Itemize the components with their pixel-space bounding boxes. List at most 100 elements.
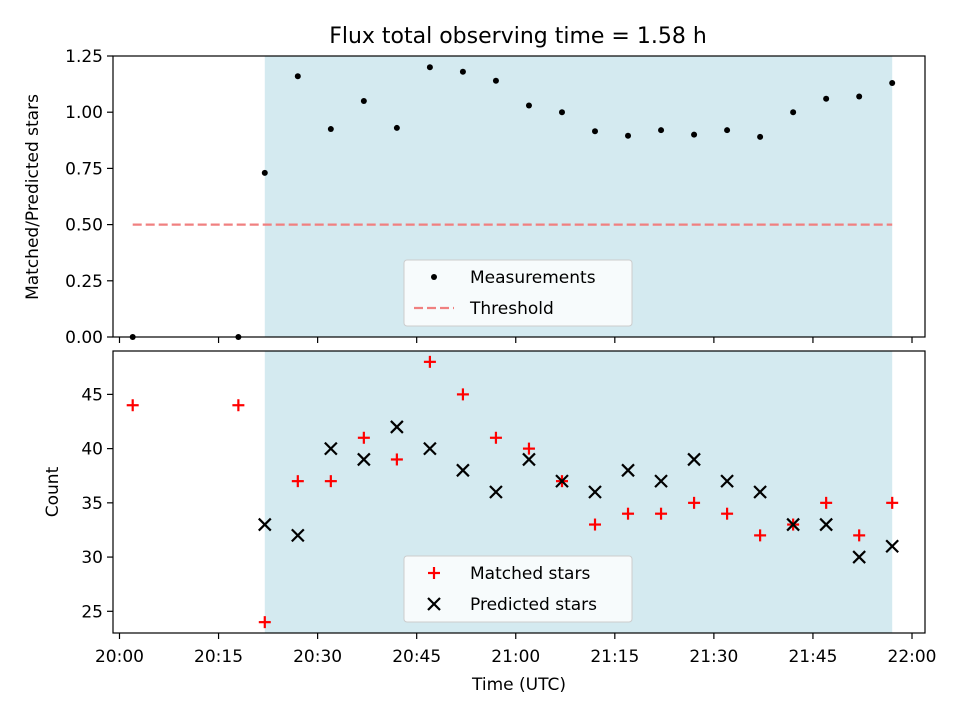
measurement-point <box>625 132 632 139</box>
predicted-stars-point <box>885 539 899 554</box>
y-tick-label: 40 <box>81 440 103 460</box>
bottom-y-axis-label: Count <box>43 466 63 517</box>
matched-stars-point <box>456 388 469 401</box>
x-stroke-b <box>885 539 899 554</box>
measurement-point <box>360 97 367 104</box>
y-tick-label: 1.25 <box>65 47 103 67</box>
measurement-point <box>459 68 466 75</box>
matched-stars-point <box>489 431 502 444</box>
bottom-legend-box <box>403 555 633 623</box>
x-stroke-b <box>456 463 470 478</box>
x-stroke-b <box>324 441 338 456</box>
matched-stars-point <box>754 529 767 542</box>
top-panel: 0.00 0.25 0.50 0.75 1.00 1.25 Matched/Predict… <box>23 47 926 348</box>
matched-stars-point <box>324 475 337 488</box>
legend-predicted-label: Predicted stars <box>470 595 597 615</box>
top-plot-frame <box>112 55 926 338</box>
x-stroke-b <box>258 517 272 532</box>
matched-stars-point <box>655 507 668 520</box>
measurement-point <box>757 133 764 140</box>
x-axis-label: Time (UTC) <box>471 675 566 695</box>
matched-stars-point <box>390 453 403 466</box>
x-tick-label: 20:15 <box>194 647 243 667</box>
x-tick-label: 21:15 <box>590 647 639 667</box>
predicted-stars-point <box>324 441 338 456</box>
matched-stars-point <box>886 496 899 509</box>
x-stroke-b <box>654 474 668 488</box>
matched-stars-point <box>622 507 635 520</box>
top-legend-box <box>403 259 633 327</box>
x-stroke-b <box>291 528 305 543</box>
x-stroke-b <box>555 474 569 488</box>
y-tick-label: 1.00 <box>65 103 103 123</box>
measurement-point <box>724 127 731 134</box>
legend-measurements-label: Measurements <box>470 268 596 288</box>
chart-title: Flux total observing time = 1.58 h <box>329 24 707 49</box>
x-stroke-b <box>687 452 701 467</box>
y-tick-label: 35 <box>81 494 103 514</box>
measurement-point <box>691 131 698 138</box>
predicted-stars-point <box>621 463 635 478</box>
predicted-stars-point <box>291 528 305 543</box>
y-tick-label: 0.00 <box>65 328 103 348</box>
x-stroke-b <box>390 420 404 434</box>
predicted-stars-point <box>390 420 404 434</box>
measurement-point <box>393 124 400 131</box>
x-tick-label: 22:00 <box>888 647 937 667</box>
legend-matched-marker <box>428 567 440 579</box>
x-stroke-b <box>588 485 602 499</box>
measurement-point <box>426 64 433 71</box>
measurement-point <box>294 73 301 80</box>
x-tick-label: 21:00 <box>491 647 540 667</box>
measurement-point <box>592 128 599 135</box>
predicted-stars-point <box>852 550 866 564</box>
y-tick-label: 45 <box>81 385 103 405</box>
predicted-stars-point <box>819 517 833 532</box>
y-tick-label: 25 <box>81 602 103 622</box>
bottom-panel: 25 30 35 40 45 20:00 20:15 20:30 20:45 21:00 21:1… <box>43 350 937 695</box>
x-tick-label: 20:45 <box>392 647 441 667</box>
measurement-point <box>790 109 797 116</box>
x-stroke-b <box>489 485 503 499</box>
x-stroke-b <box>753 485 767 499</box>
x-stroke-b <box>786 517 800 532</box>
x-tick-label: 20:30 <box>293 647 342 667</box>
bottom-plot-frame <box>112 350 926 634</box>
legend-threshold-label: Threshold <box>469 299 554 319</box>
bottom-legend: Matched stars Predicted stars <box>403 555 633 623</box>
x-stroke-b <box>819 517 833 532</box>
predicted-stars-point <box>456 463 470 478</box>
predicted-stars-point <box>786 517 800 532</box>
x-stroke-b <box>621 463 635 478</box>
legend-predicted-marker <box>427 597 441 611</box>
measurement-point <box>658 127 665 134</box>
x-stroke-b <box>357 452 371 467</box>
matched-stars-point <box>232 399 245 412</box>
x-stroke-b <box>522 452 536 467</box>
predicted-stars-point <box>522 452 536 467</box>
matched-stars-point <box>291 475 304 488</box>
measurement-point <box>856 93 863 100</box>
matched-stars-point <box>258 616 271 629</box>
y-tick-label: 30 <box>81 548 103 568</box>
top-legend: Measurements Threshold <box>403 259 633 327</box>
legend-measurements-marker <box>431 274 437 280</box>
predicted-stars-point <box>357 452 371 467</box>
matched-stars-point <box>589 518 602 531</box>
predicted-stars-point <box>753 485 767 499</box>
predicted-stars-point <box>720 474 734 488</box>
x-tick-label: 21:30 <box>689 647 738 667</box>
matched-stars-point <box>853 529 866 542</box>
top-y-axis-label: Matched/Predicted stars <box>23 94 43 300</box>
x-stroke-b <box>423 441 437 456</box>
y-tick-label: 0.50 <box>65 216 103 236</box>
matched-stars-point <box>126 399 139 412</box>
predicted-stars-point <box>555 474 569 488</box>
x-tick-label: 21:45 <box>788 647 837 667</box>
predicted-stars-point <box>588 485 602 499</box>
measurement-point <box>261 169 268 176</box>
predicted-stars-point <box>489 485 503 499</box>
predicted-stars-point <box>258 517 272 532</box>
predicted-stars-point <box>687 452 701 467</box>
